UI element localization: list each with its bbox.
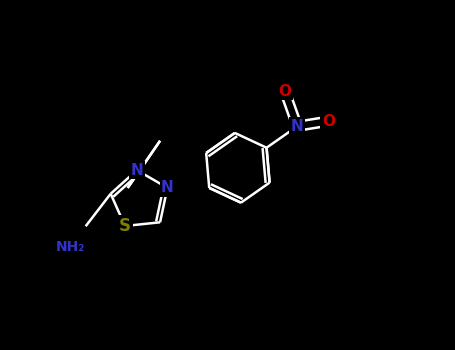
Text: O: O <box>322 114 335 129</box>
Text: S: S <box>119 217 131 235</box>
Text: N: N <box>161 180 174 195</box>
Text: N: N <box>291 119 303 134</box>
Text: NH₂: NH₂ <box>56 240 85 254</box>
Text: N: N <box>131 163 143 178</box>
Text: O: O <box>278 84 291 99</box>
